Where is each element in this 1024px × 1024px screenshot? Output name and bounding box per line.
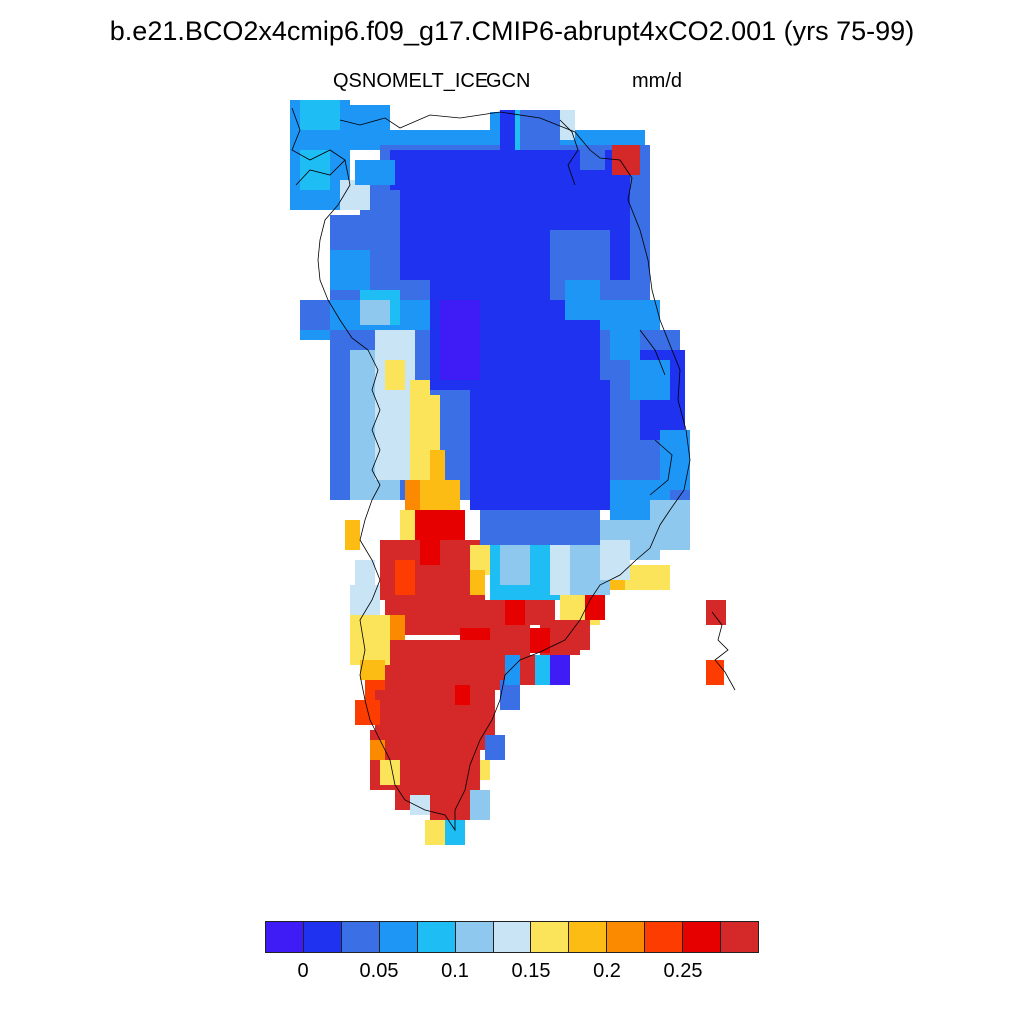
map-cell (500, 680, 520, 710)
map-cell (350, 615, 390, 665)
map-cell (420, 400, 440, 450)
map-cell (300, 100, 340, 130)
legend-color-box (378, 921, 418, 953)
coastline (291, 107, 736, 832)
map-cell (600, 540, 630, 580)
map-cell (330, 250, 370, 290)
map-cell (355, 560, 375, 585)
map-cell (440, 300, 480, 380)
legend-color-box (454, 921, 494, 953)
legend-tick-label: 0.05 (359, 960, 399, 982)
map-cell (470, 545, 490, 575)
map-cell (395, 560, 415, 600)
legend-tick-label: 0 (297, 960, 309, 982)
map-cell (470, 790, 490, 820)
map-cell (550, 655, 570, 685)
legend-tick-label: 0.15 (511, 960, 551, 982)
map-cell (706, 660, 724, 685)
legend-color-box (302, 921, 342, 953)
map-cell (375, 330, 415, 480)
map-cell (630, 360, 670, 400)
map-cell (425, 820, 445, 845)
units-label: mm/d (632, 70, 682, 92)
map-cell (480, 510, 600, 545)
map-cell (550, 620, 590, 650)
map-cell (370, 640, 520, 690)
map-cell (360, 660, 385, 680)
legend-color-box (568, 921, 608, 953)
map-cell (440, 540, 465, 560)
legend-color-box (416, 921, 456, 953)
legend-tick-label: 0.1 (441, 960, 469, 982)
map-cell (410, 380, 430, 400)
map-cell (300, 150, 330, 190)
map-cell (355, 160, 395, 185)
legend-color-box (265, 921, 304, 953)
map-cell (500, 545, 530, 585)
legend-color-box (492, 921, 532, 953)
map-cell (560, 110, 575, 140)
map-cells (290, 100, 726, 845)
legend-color-box (530, 921, 570, 953)
map-cell (410, 795, 430, 815)
map-cell (610, 300, 640, 360)
map-cell (385, 360, 405, 390)
variable-suffix: GCN (486, 70, 531, 92)
plot-title: b.e21.BCO2x4cmip6.f09_g17.CMIP6-abrupt4x… (109, 16, 915, 46)
map-cell (355, 700, 380, 725)
map-cell (520, 110, 560, 150)
map-cell (345, 520, 360, 550)
legend-tick-label: 0.25 (663, 960, 703, 982)
map-cell (405, 480, 420, 510)
map-cell (300, 300, 330, 330)
legend-color-box (644, 921, 684, 953)
map-cell (490, 112, 500, 142)
variable-name: QSNOMELT_ICE (333, 70, 489, 92)
map-cell (470, 380, 610, 510)
legend-color-box (720, 921, 759, 953)
map-cell (430, 795, 470, 820)
map-cell (420, 540, 440, 565)
map-cell (360, 300, 390, 325)
color-legend (265, 921, 759, 953)
map-cell (445, 820, 465, 845)
map-cell (530, 628, 550, 653)
map-cell (505, 655, 520, 685)
legend-color-box (682, 921, 722, 953)
legend-color-box (606, 921, 646, 953)
map-cell (430, 450, 445, 480)
map-cell (370, 740, 385, 760)
map-cell (480, 760, 490, 780)
map-cell (505, 600, 525, 625)
map-cell (485, 735, 505, 760)
map-cell (585, 595, 605, 620)
map-cell (350, 585, 380, 615)
legend-color-box (340, 921, 380, 953)
map-cell (706, 600, 726, 625)
map-cell (565, 280, 600, 320)
map-cell (380, 760, 400, 785)
map-cell (580, 150, 605, 170)
map-cell (415, 510, 465, 540)
legend-tick-label: 0.2 (593, 960, 621, 982)
map-cell (455, 685, 470, 705)
